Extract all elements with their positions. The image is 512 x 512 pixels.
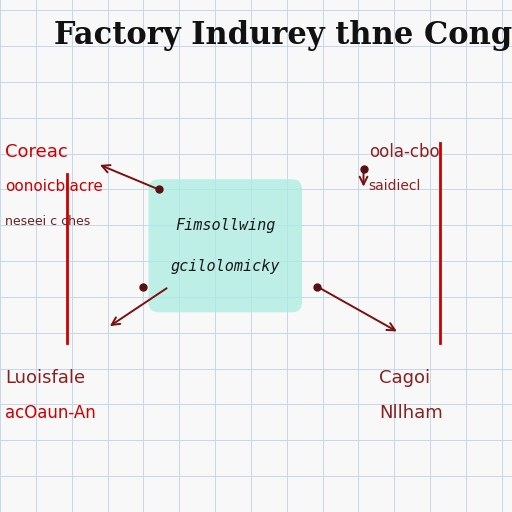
Text: Nllham: Nllham: [379, 404, 443, 422]
FancyBboxPatch shape: [148, 179, 302, 312]
Text: neseei c ches: neseei c ches: [5, 215, 91, 228]
Text: acOaun-An: acOaun-An: [5, 404, 96, 422]
Text: saidiecl: saidiecl: [369, 179, 421, 193]
Text: Factory Indurey thne Congerct: Factory Indurey thne Congerct: [54, 20, 512, 52]
Text: gcilolomicky: gcilolomicky: [170, 259, 280, 274]
Text: oola-cbo: oola-cbo: [369, 143, 439, 161]
Text: oonoicblacre: oonoicblacre: [5, 179, 103, 194]
Text: Cagoi: Cagoi: [379, 369, 430, 387]
Text: Luoisfale: Luoisfale: [5, 369, 85, 387]
Text: Fimsollwing: Fimsollwing: [175, 218, 275, 233]
Text: Coreac: Coreac: [5, 143, 68, 161]
